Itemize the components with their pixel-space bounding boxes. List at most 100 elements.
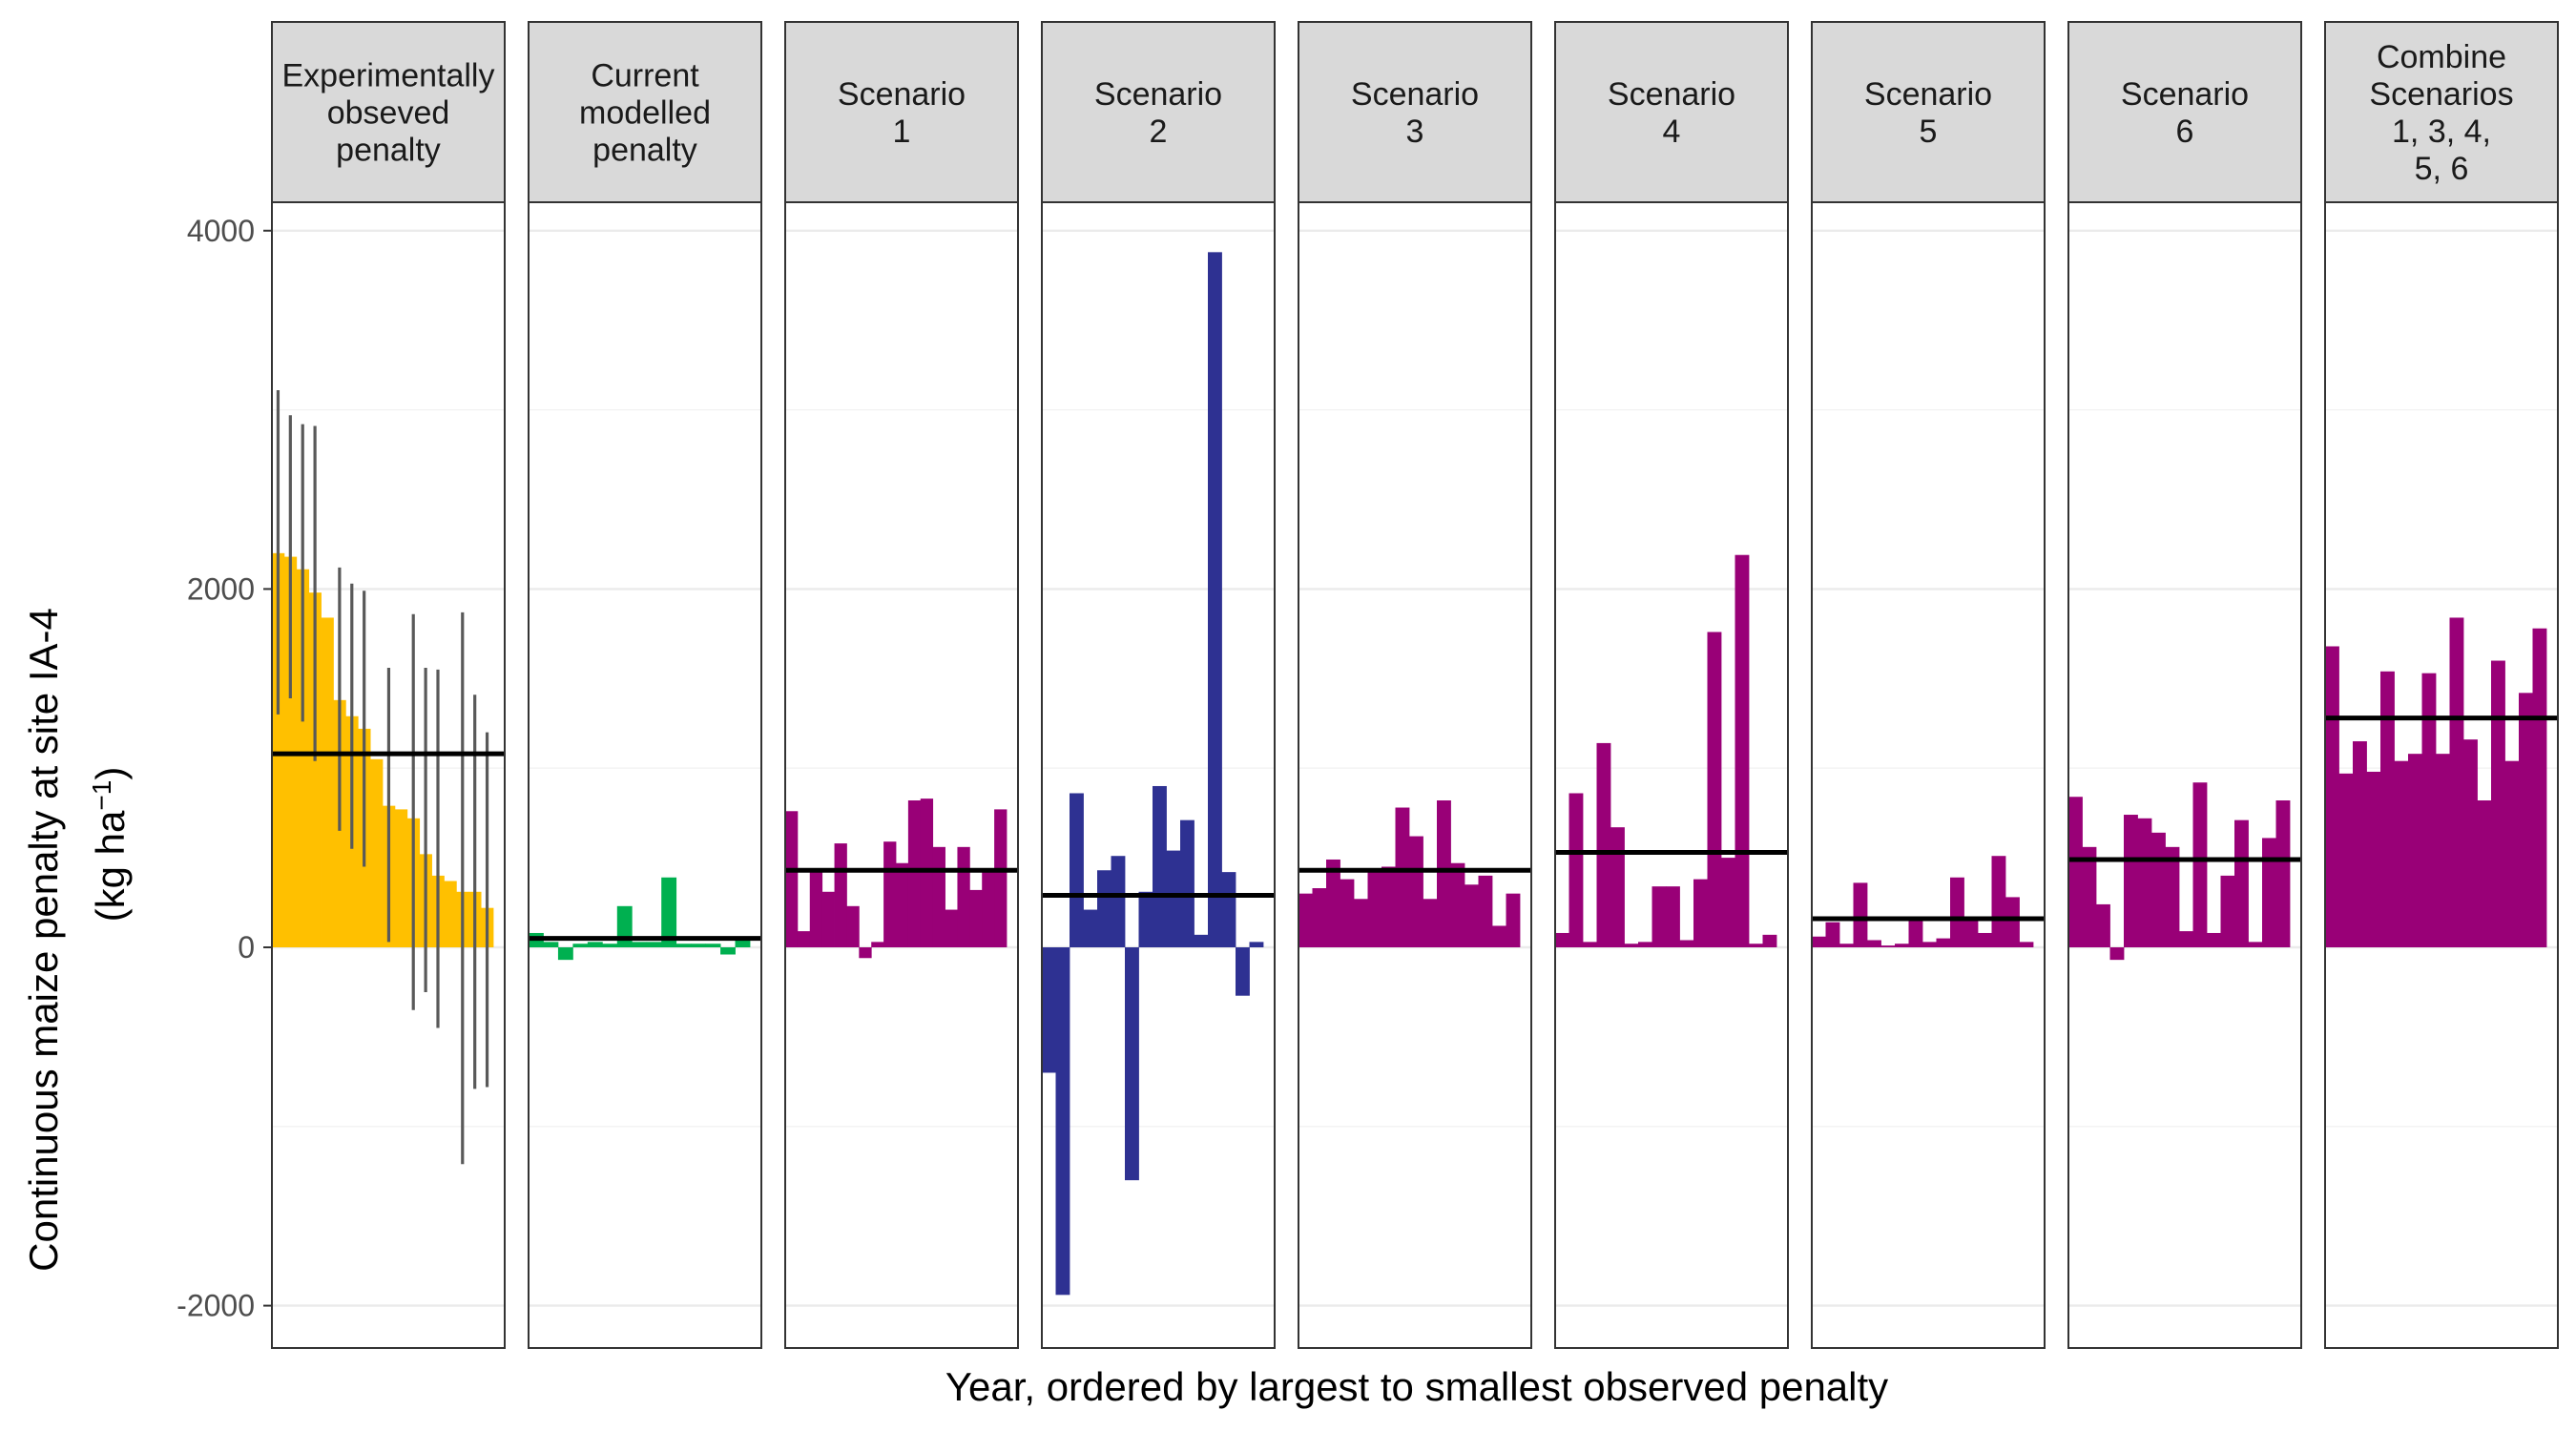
bar xyxy=(809,872,823,947)
bar xyxy=(616,905,633,947)
panel-title-line: Scenario xyxy=(1351,76,1479,113)
bar xyxy=(632,942,648,947)
y-axis: -2000 0 2000 4000 xyxy=(177,214,272,1323)
bar xyxy=(444,881,457,947)
bar xyxy=(2353,741,2367,947)
panel-title-line: 4 xyxy=(1663,114,1681,150)
bar xyxy=(1381,866,1396,947)
bar xyxy=(883,841,897,947)
bar xyxy=(2207,932,2221,947)
bar xyxy=(2477,800,2492,947)
bar xyxy=(859,947,872,959)
bar xyxy=(543,942,559,947)
panel-strip xyxy=(271,21,506,203)
panel-title-line: penalty xyxy=(592,133,697,169)
bar xyxy=(2491,660,2505,947)
bar xyxy=(2109,947,2125,961)
panel-strip xyxy=(1298,21,1532,203)
bar xyxy=(1070,793,1084,947)
bar xyxy=(1221,872,1236,947)
bar xyxy=(1354,899,1368,947)
panel-border xyxy=(1554,201,1789,1349)
panel-plot-area xyxy=(1812,202,2045,1348)
panel-strip xyxy=(1811,21,2046,203)
panel-strip xyxy=(2324,21,2559,203)
bar xyxy=(932,846,945,947)
panel-title-line: 1, 3, 4, xyxy=(2392,114,2491,150)
bar xyxy=(957,846,970,947)
bar xyxy=(2082,846,2097,947)
bar xyxy=(896,862,909,947)
panel-plot-area xyxy=(785,202,1018,1348)
bar xyxy=(945,909,958,947)
bar xyxy=(2096,903,2110,947)
y-tick-label: 2000 xyxy=(187,571,255,606)
bar xyxy=(1326,859,1340,947)
y-unit-exponent: −1 xyxy=(87,780,116,811)
bar xyxy=(834,843,847,947)
panel-title-line: obseved xyxy=(327,95,450,132)
bar xyxy=(1492,925,1506,947)
bar xyxy=(2165,846,2180,947)
panel-border xyxy=(2324,201,2559,1349)
bar xyxy=(1208,252,1222,947)
panel-title-line: Scenario xyxy=(1864,76,1992,113)
bar xyxy=(2220,875,2235,947)
bar xyxy=(1853,882,1868,947)
bar xyxy=(296,569,310,947)
bar xyxy=(1437,800,1451,947)
bar xyxy=(1298,893,1313,947)
y-axis-title: Continuous maize penalty at site IA-4 xyxy=(21,608,66,1272)
bar xyxy=(2248,942,2263,947)
bar xyxy=(1908,920,1923,947)
bar xyxy=(1236,947,1250,996)
bar xyxy=(982,868,995,947)
panel-title-line: Scenario xyxy=(1094,76,1222,113)
bar xyxy=(370,758,384,947)
bar xyxy=(1478,875,1493,947)
bar xyxy=(2325,646,2339,947)
bar xyxy=(1153,785,1167,947)
panel-title-line: Scenario xyxy=(838,76,966,113)
bar xyxy=(871,942,884,947)
panel-title-line: 3 xyxy=(1406,114,1424,150)
bar xyxy=(2421,673,2437,947)
bar xyxy=(1423,899,1438,947)
bar xyxy=(1624,944,1639,947)
panel-title-line: Experimentally xyxy=(282,58,495,94)
panel-border xyxy=(1811,201,2046,1349)
bar xyxy=(394,809,408,947)
bar xyxy=(1450,862,1465,947)
bar xyxy=(646,942,662,947)
y-tick-label: 4000 xyxy=(187,214,255,248)
bar xyxy=(1583,942,1597,947)
y-tick-label: 0 xyxy=(238,930,255,964)
bar xyxy=(1367,872,1382,947)
bar xyxy=(1749,944,1763,947)
bar xyxy=(1610,827,1625,947)
panel-title-line: 1 xyxy=(893,114,911,150)
bar xyxy=(2068,797,2083,947)
bar xyxy=(602,944,618,947)
bar xyxy=(785,811,799,947)
panel-title-line: 6 xyxy=(2176,114,2194,150)
panel-border xyxy=(784,201,1019,1349)
bar xyxy=(1693,879,1708,947)
panel-strip xyxy=(1554,21,1789,203)
bar xyxy=(1042,947,1056,1073)
bar xyxy=(1735,554,1750,947)
bar xyxy=(969,889,983,947)
bar xyxy=(1991,856,2006,947)
panel-plot-area xyxy=(529,202,761,1348)
panel-strip xyxy=(528,21,762,203)
bar xyxy=(2532,628,2547,947)
bar xyxy=(661,877,677,947)
bar xyxy=(1312,888,1327,947)
bar xyxy=(1707,632,1722,947)
bar xyxy=(587,942,603,947)
bar xyxy=(675,944,692,947)
